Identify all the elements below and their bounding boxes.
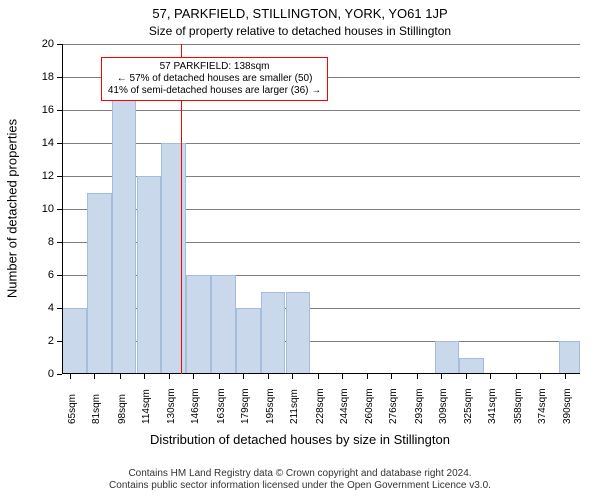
chart-wrapper: 57, PARKFIELD, STILLINGTON, YORK, YO61 1…: [0, 0, 600, 500]
attribution-footer: Contains HM Land Registry data © Crown c…: [0, 468, 600, 492]
y-tick-label: 14: [24, 137, 54, 149]
y-tick-label: 8: [24, 236, 54, 248]
y-tick-label: 4: [24, 302, 54, 314]
property-info-box: 57 PARKFIELD: 138sqm← 57% of detached ho…: [101, 57, 328, 101]
y-axis: [62, 44, 63, 374]
x-tick-label: 146sqm: [190, 388, 201, 424]
page-title: 57, PARKFIELD, STILLINGTON, YORK, YO61 1…: [0, 6, 600, 21]
x-tick-label: 293sqm: [414, 388, 425, 424]
y-tick-label: 6: [24, 269, 54, 281]
x-tick-label: 211sqm: [289, 389, 300, 424]
footer-line-1: Contains HM Land Registry data © Crown c…: [0, 468, 600, 480]
histogram-bar: [435, 341, 460, 374]
histogram-bar: [211, 275, 236, 374]
x-tick-label: 309sqm: [438, 388, 449, 424]
x-tick-label: 228sqm: [315, 388, 326, 424]
histogram-bar: [112, 77, 137, 374]
info-box-line: 41% of semi-detached houses are larger (…: [108, 85, 321, 97]
y-tick-label: 20: [24, 38, 54, 50]
chart-subtitle: Size of property relative to detached ho…: [0, 24, 600, 38]
x-tick-label: 374sqm: [537, 388, 548, 424]
histogram-bar: [261, 292, 286, 375]
y-tick-label: 0: [24, 368, 54, 380]
x-tick-label: 260sqm: [364, 388, 375, 424]
histogram-bar: [137, 176, 162, 374]
x-tick-label: 130sqm: [166, 388, 177, 424]
y-tick-label: 16: [24, 104, 54, 116]
histogram-chart: 57 PARKFIELD: 138sqm← 57% of detached ho…: [62, 44, 580, 374]
histogram-bar: [161, 143, 186, 374]
info-box-line: 57 PARKFIELD: 138sqm: [108, 61, 321, 73]
x-tick-label: 325sqm: [463, 388, 474, 424]
histogram-bar: [286, 292, 311, 375]
histogram-bar: [559, 341, 580, 374]
x-tick-label: 358sqm: [513, 388, 524, 424]
x-tick-label: 65sqm: [67, 394, 78, 424]
x-tick-label: 179sqm: [240, 388, 251, 424]
histogram-bar: [236, 308, 261, 374]
x-tick-label: 195sqm: [265, 388, 276, 424]
y-tick-label: 2: [24, 335, 54, 347]
x-tick-label: 81sqm: [91, 394, 102, 424]
y-tick-label: 18: [24, 71, 54, 83]
x-tick-label: 244sqm: [339, 388, 350, 424]
histogram-bar: [62, 308, 87, 374]
x-tick-label: 98sqm: [117, 394, 128, 424]
x-tick-label: 276sqm: [388, 388, 399, 424]
info-box-line: ← 57% of detached houses are smaller (50…: [108, 73, 321, 85]
x-axis-label: Distribution of detached houses by size …: [0, 432, 600, 447]
x-tick-label: 114sqm: [141, 389, 152, 424]
histogram-bar: [87, 193, 112, 375]
y-tick-label: 12: [24, 170, 54, 182]
y-tick-label: 10: [24, 203, 54, 215]
x-tick-label: 341sqm: [487, 388, 498, 424]
x-tick-label: 390sqm: [562, 388, 573, 424]
footer-line-2: Contains public sector information licen…: [0, 480, 600, 492]
x-axis: [62, 373, 580, 374]
y-axis-label: Number of detached properties: [5, 99, 20, 319]
x-tick-label: 163sqm: [216, 388, 227, 424]
histogram-bar: [186, 275, 211, 374]
histogram-bar: [459, 358, 484, 375]
